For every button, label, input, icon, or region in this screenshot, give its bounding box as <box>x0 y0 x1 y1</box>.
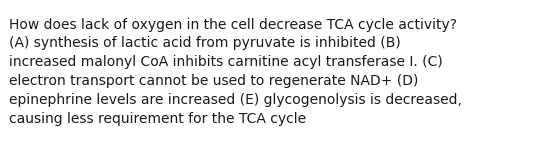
Text: How does lack of oxygen in the cell decrease TCA cycle activity?
(A) synthesis o: How does lack of oxygen in the cell decr… <box>9 18 462 126</box>
